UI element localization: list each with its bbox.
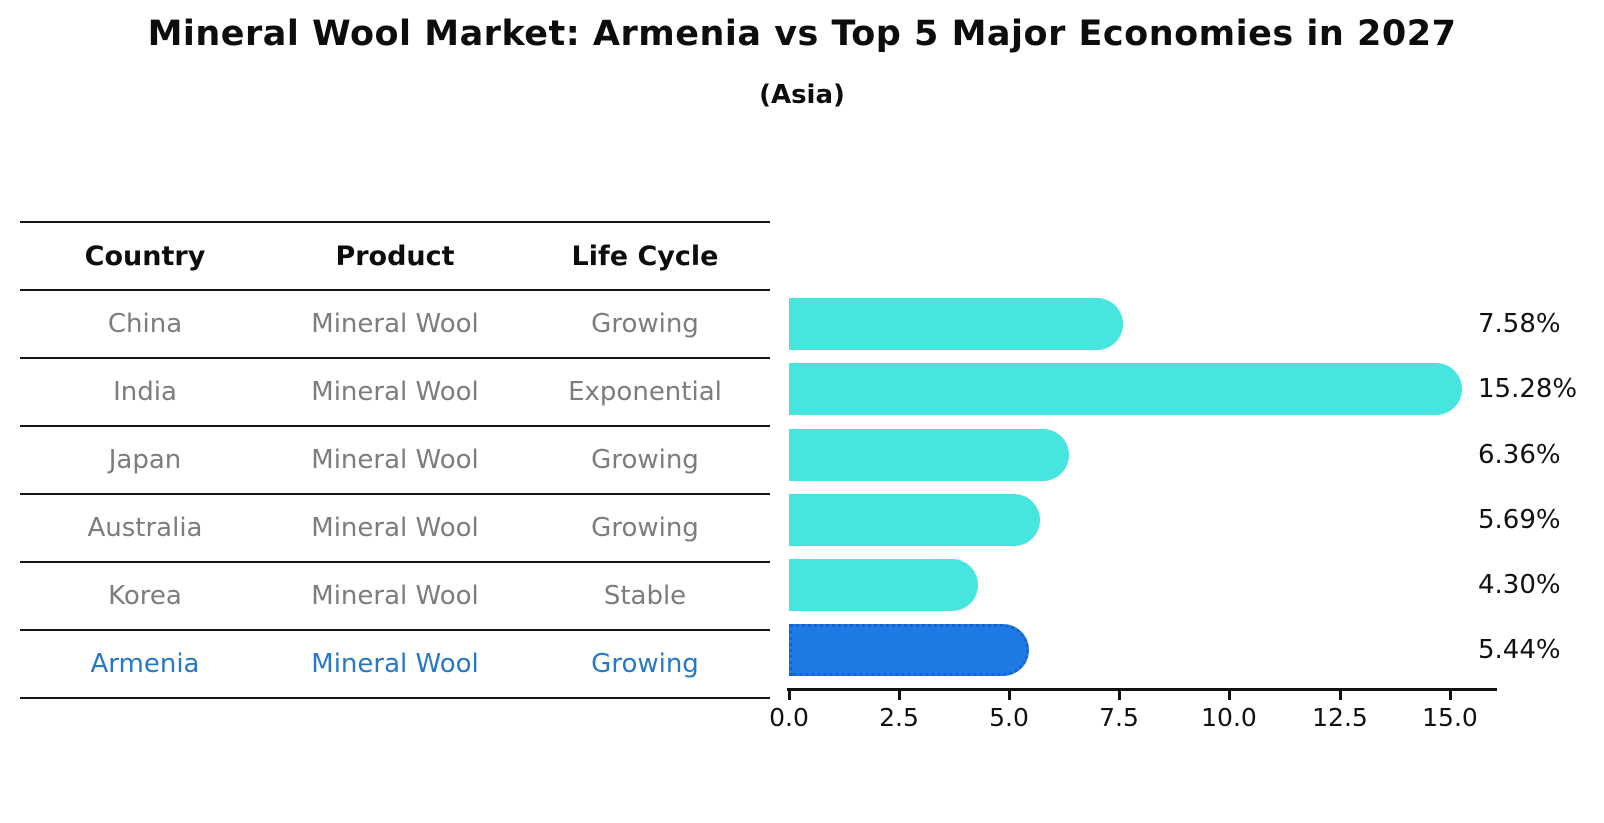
bar-armenia	[789, 624, 1029, 676]
x-tick-label: 15.0	[1422, 703, 1478, 732]
bar-japan	[789, 429, 1070, 481]
col-header-lifecycle: Life Cycle	[571, 240, 719, 272]
x-tick-label: 10.0	[1201, 703, 1257, 732]
x-axis-tick	[1118, 691, 1121, 700]
x-tick-label: 5.0	[989, 703, 1029, 732]
x-axis-tick	[1008, 691, 1011, 700]
lifecycle-cell: Stable	[603, 581, 687, 611]
lifecycle-cell: Growing	[591, 309, 699, 339]
lifecycle-cell: Growing	[591, 445, 699, 475]
lifecycle-cell: Exponential	[568, 377, 722, 407]
country-cell: India	[113, 377, 177, 407]
bar-india	[789, 363, 1463, 415]
value-label-australia: 5.69%	[1478, 505, 1561, 535]
x-axis-tick	[788, 691, 791, 700]
value-label-india: 15.28%	[1478, 374, 1578, 404]
x-tick-label: 2.5	[879, 703, 919, 732]
table-row-japan: Japan Mineral Wool Growing	[20, 427, 770, 495]
table-row-china: China Mineral Wool Growing	[20, 291, 770, 359]
country-cell: Japan	[108, 445, 182, 475]
table-row-armenia: Armenia Mineral Wool Growing	[20, 631, 770, 699]
x-tick-label: 12.5	[1312, 703, 1368, 732]
country-cell: Armenia	[90, 649, 200, 679]
value-label-china: 7.58%	[1478, 309, 1561, 339]
product-cell: Mineral Wool	[311, 581, 479, 611]
chart-title: Mineral Wool Market: Armenia vs Top 5 Ma…	[147, 14, 1457, 54]
x-axis-line	[787, 688, 1497, 691]
table-header-row: Country Product Life Cycle	[20, 223, 770, 291]
x-axis-tick	[1339, 691, 1342, 700]
country-cell: Australia	[87, 513, 203, 543]
x-axis-tick	[1228, 691, 1231, 700]
bar-china	[789, 298, 1123, 350]
table-row-korea: Korea Mineral Wool Stable	[20, 563, 770, 631]
bar-australia	[789, 494, 1040, 546]
data-table: Country Product Life Cycle China Mineral…	[20, 221, 770, 699]
product-cell: Mineral Wool	[311, 309, 479, 339]
x-tick-label: 7.5	[1099, 703, 1139, 732]
product-cell: Mineral Wool	[311, 445, 479, 475]
table-row-australia: Australia Mineral Wool Growing	[20, 495, 770, 563]
lifecycle-cell: Growing	[591, 649, 699, 679]
x-tick-label: 0.0	[769, 703, 809, 732]
x-axis-tick	[898, 691, 901, 700]
value-label-armenia: 5.44%	[1478, 635, 1561, 665]
chart-subtitle: (Asia)	[759, 80, 845, 110]
value-label-korea: 4.30%	[1478, 570, 1561, 600]
col-header-country: Country	[84, 240, 206, 272]
x-axis-tick	[1449, 691, 1452, 700]
col-header-product: Product	[335, 240, 455, 272]
product-cell: Mineral Wool	[311, 513, 479, 543]
product-cell: Mineral Wool	[311, 377, 479, 407]
value-label-japan: 6.36%	[1478, 440, 1561, 470]
lifecycle-cell: Growing	[591, 513, 699, 543]
country-cell: Korea	[108, 581, 182, 611]
table-row-india: India Mineral Wool Exponential	[20, 359, 770, 427]
product-cell: Mineral Wool	[311, 649, 479, 679]
bar-korea	[789, 559, 979, 611]
country-cell: China	[107, 309, 183, 339]
